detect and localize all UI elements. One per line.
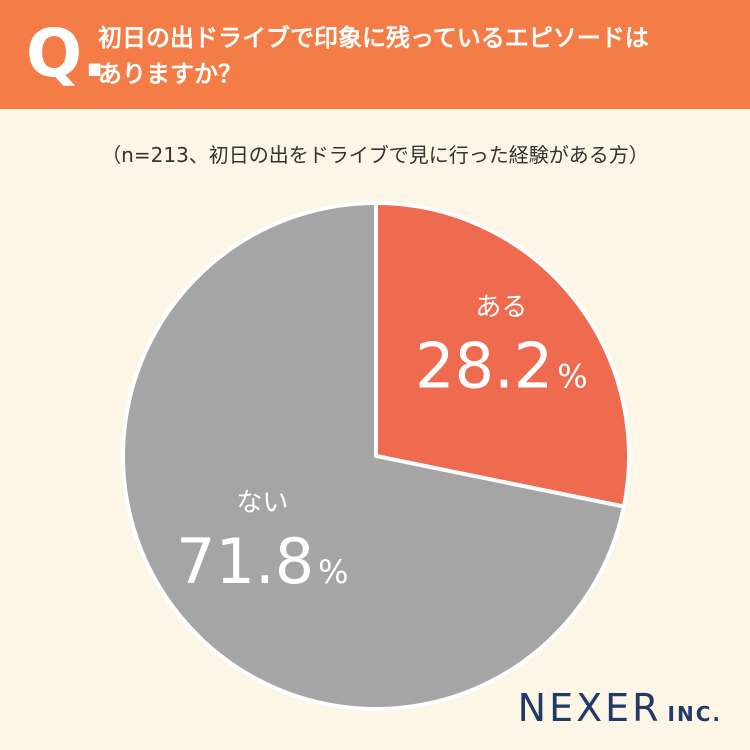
slice-value-aru: 28.2% (415, 330, 587, 403)
question-mark: Q. (26, 15, 108, 92)
question-text: 初日の出ドライブで印象に残っているエピソードは ありますか？ (98, 20, 738, 92)
logo-name: NEXER (517, 686, 662, 730)
question-line-2: ありますか？ (98, 60, 242, 88)
question-header: Q. 初日の出ドライブで印象に残っているエピソードは ありますか？ (0, 0, 750, 109)
question-line-1: 初日の出ドライブで印象に残っているエピソードは (98, 24, 649, 52)
slice-value-nai: 71.8% (176, 525, 348, 598)
logo-suffix: INC. (667, 702, 722, 726)
slice-label-nai: ない (236, 488, 288, 518)
sample-note: （n=213、初日の出をドライブで見に行った経験がある方） (101, 143, 649, 167)
pie-slice-nai (121, 201, 626, 711)
slice-label-aru: ある (475, 293, 527, 323)
pie-slice-aru (374, 201, 631, 509)
company-logo: NEXER INC. (518, 684, 722, 738)
